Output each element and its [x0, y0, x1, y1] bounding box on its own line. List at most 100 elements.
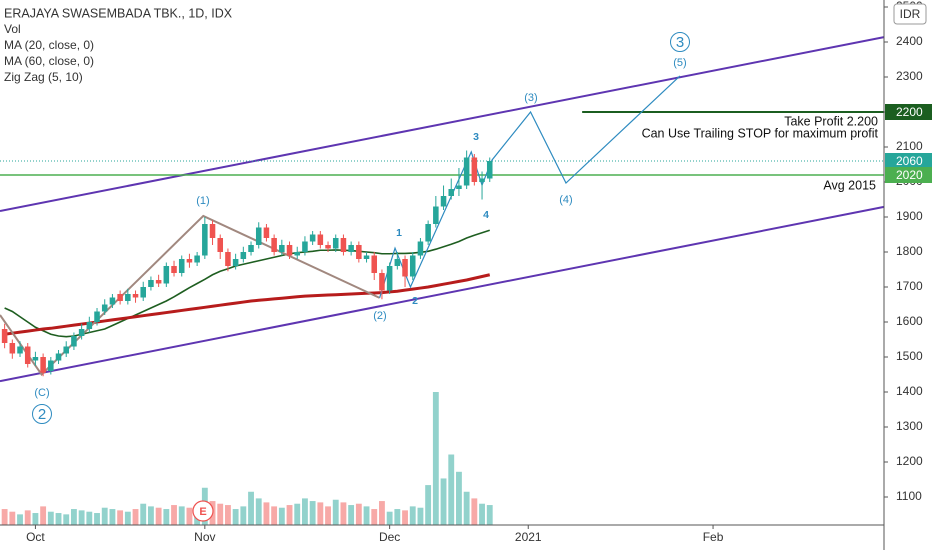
channel-line: [0, 205, 885, 383]
candle-body: [471, 157, 478, 182]
candle-body: [1, 329, 8, 343]
candle-body: [417, 241, 424, 256]
wave-label: 1: [396, 227, 402, 239]
volume-bar: [425, 485, 432, 525]
candle-body: [117, 294, 123, 301]
y-tick-label: 1900: [896, 209, 923, 223]
volume-bar: [309, 501, 316, 525]
candle-body: [456, 185, 462, 189]
volume-bar: [471, 498, 478, 525]
candle-body: [402, 259, 408, 277]
candle-body: [40, 357, 46, 373]
volume-bar: [101, 507, 108, 525]
volume-bar: [86, 511, 93, 525]
volume-bar: [379, 501, 385, 525]
axis-layer: 2500240023002200210020001900180017001600…: [26, 0, 932, 544]
candle-body: [232, 259, 239, 266]
volume-bar: [109, 509, 116, 525]
candle-body: [463, 157, 470, 186]
volume-bar: [456, 471, 462, 525]
candle-body: [171, 266, 177, 273]
wave-label: (1): [196, 195, 209, 207]
candle-body: [148, 280, 154, 287]
candle-body: [225, 252, 231, 266]
volume-bar: [140, 503, 147, 525]
note-text: Can Use Trailing STOP for maximum profit: [642, 126, 879, 140]
x-tick-label: 2021: [515, 530, 542, 544]
y-tick-label: 1800: [896, 244, 923, 258]
candle-body: [209, 224, 216, 238]
candle-body: [440, 196, 447, 207]
candle-body: [286, 245, 293, 256]
wave-circle: [32, 404, 52, 424]
volume-bar: [132, 509, 139, 525]
candle-body: [255, 227, 262, 245]
candle-body: [86, 322, 93, 329]
volume-bar: [70, 509, 77, 525]
volume-bar: [355, 503, 362, 525]
circled-wave-label: 3: [676, 34, 684, 51]
candle-body: [294, 252, 301, 256]
note-text: Take Profit 2.200: [784, 114, 878, 128]
candle-body: [248, 245, 254, 252]
candle-body: [101, 304, 108, 312]
note-text: Avg 2015: [823, 178, 876, 192]
moving-average-line: [4, 273, 491, 336]
volume-bar: [255, 498, 262, 525]
candle-body: [425, 224, 431, 242]
candle-body: [433, 206, 439, 224]
volume-bar: [271, 506, 278, 525]
candle-body: [348, 245, 354, 252]
candle-body: [178, 259, 185, 273]
price-tag: [885, 104, 932, 120]
candle-body: [78, 329, 85, 336]
volume-bar: [171, 505, 177, 525]
currency-box[interactable]: [893, 3, 927, 25]
volume-bar: [40, 506, 47, 525]
candle-body: [479, 178, 485, 182]
indicator-label: Zig Zag (5, 10): [4, 70, 83, 84]
candle-body: [356, 245, 362, 259]
candle-body: [48, 360, 54, 371]
volume-bar: [17, 514, 23, 525]
candle-body: [325, 245, 331, 249]
candle-body: [55, 353, 62, 361]
y-tick-label: 1600: [896, 314, 923, 328]
volume-bar: [217, 503, 224, 525]
volume-bar: [363, 506, 370, 525]
price-tag: [885, 167, 932, 183]
candle-body: [302, 241, 308, 252]
volume-bar: [409, 506, 416, 525]
candle-body: [448, 189, 455, 196]
volume-bar: [186, 507, 193, 525]
y-tick-label: 1500: [896, 349, 923, 363]
candle-body: [379, 273, 385, 291]
y-tick-label: 1400: [896, 384, 923, 398]
volume-bar: [348, 505, 355, 525]
x-tick-label: Nov: [194, 530, 215, 544]
y-tick-label: 2400: [896, 34, 923, 48]
candle-body: [217, 238, 224, 252]
volume-bar: [440, 478, 447, 525]
price-tag-label: 2200: [896, 105, 923, 119]
y-tick-label: 1300: [896, 419, 923, 433]
volume-bar: [486, 505, 493, 525]
wave-label: (4): [559, 194, 572, 206]
candle-body: [486, 161, 493, 179]
volume-bar: [340, 502, 347, 525]
wave-label: (3): [524, 92, 537, 104]
volume-bar: [394, 509, 401, 525]
volume-bar: [479, 503, 485, 525]
volume-bar: [47, 511, 54, 525]
candle-body: [279, 245, 285, 252]
volume-bar: [94, 513, 100, 525]
y-tick-label: 1100: [896, 489, 922, 503]
volume-bar: [9, 511, 16, 525]
candle-body: [240, 252, 247, 259]
volume-layer: [1, 392, 493, 525]
volume-bar: [155, 507, 162, 525]
indicator-label: MA (60, close, 0): [4, 54, 94, 68]
